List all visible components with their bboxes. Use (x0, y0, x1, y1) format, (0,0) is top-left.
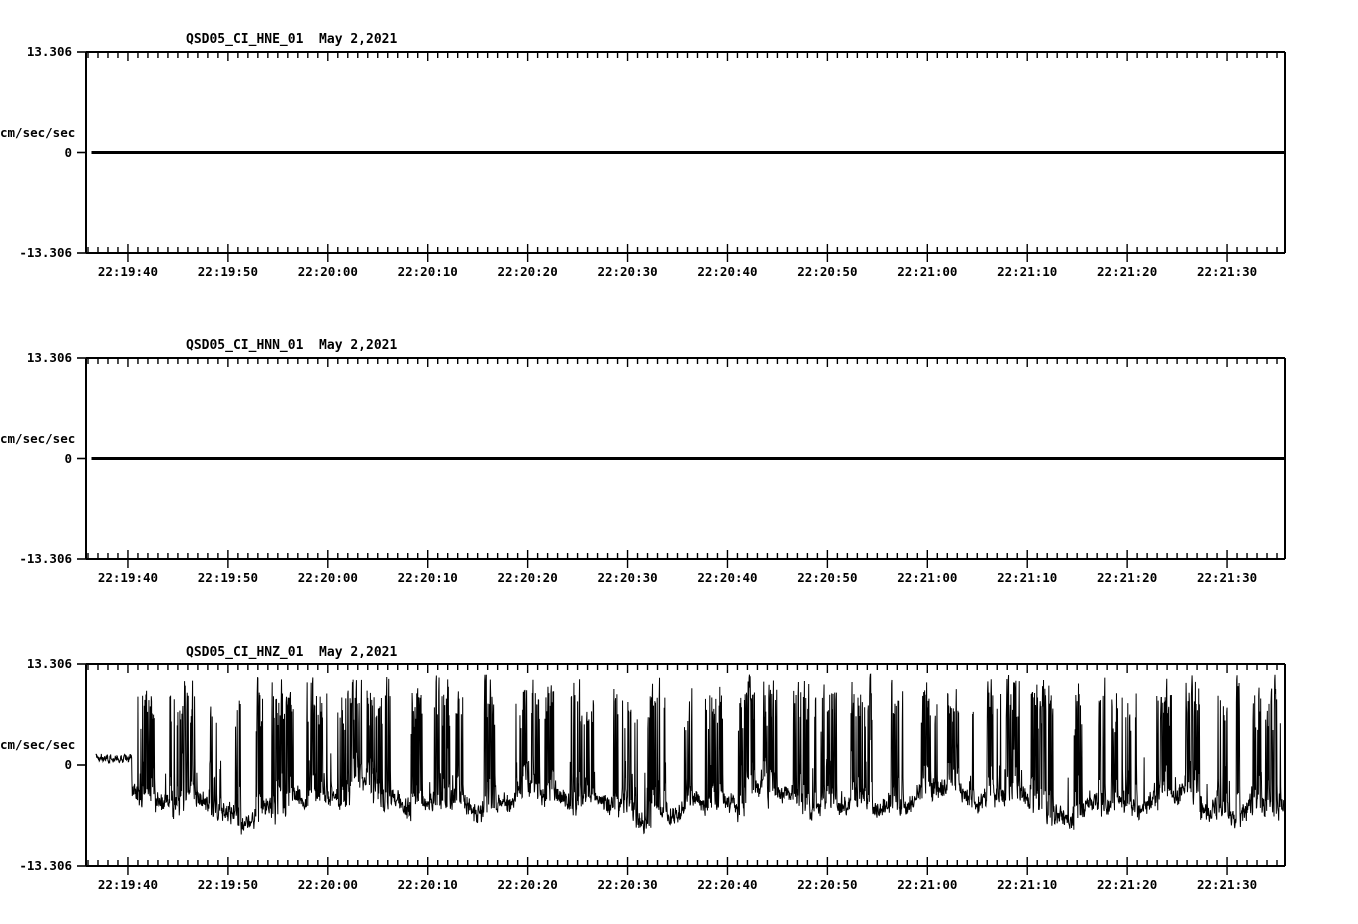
x-tick-label: 22:20:20 (497, 570, 558, 585)
x-tick-label: 22:21:00 (897, 264, 958, 279)
y-axis-unit-label: cm/sec/sec (0, 430, 76, 446)
x-tick-label: 22:20:40 (697, 570, 758, 585)
x-tick-label: 22:20:40 (697, 877, 758, 892)
x-tick-label: 22:20:50 (797, 877, 858, 892)
x-tick-label: 22:19:40 (97, 264, 159, 279)
y-tick-label: 0 (64, 450, 72, 466)
x-tick-label: 22:21:30 (1196, 264, 1258, 279)
panel-title: QSD05_CI_HNE_01 May 2,2021 (186, 32, 398, 47)
x-tick-label: 22:20:20 (497, 877, 558, 892)
x-tick-label: 22:21:20 (1097, 570, 1158, 585)
x-tick-label: 22:20:40 (697, 264, 758, 279)
x-tick-label: 22:21:00 (897, 877, 958, 892)
x-tick-label: 22:21:00 (897, 570, 958, 585)
x-tick-label: 22:20:00 (297, 877, 358, 892)
x-tick-label: 22:20:10 (397, 570, 458, 585)
waveform-trace (95, 673, 1284, 835)
x-tick-label: 22:19:50 (197, 877, 258, 892)
x-tick-label: 22:21:10 (997, 877, 1058, 892)
x-tick-label: 22:20:20 (497, 264, 558, 279)
x-tick-label: 22:20:50 (797, 570, 858, 585)
x-tick-label: 22:21:10 (997, 570, 1058, 585)
y-tick-label: 0 (64, 144, 72, 160)
x-tick-label: 22:20:30 (597, 877, 658, 892)
x-tick-label: 22:20:10 (397, 877, 458, 892)
x-tick-label: 22:19:40 (97, 570, 159, 585)
y-tick-label: -13.306 (19, 858, 72, 873)
y-axis-unit-label: cm/sec/sec (0, 124, 76, 140)
panel-title: QSD05_CI_HNZ_01 May 2,2021 (186, 645, 398, 660)
x-tick-label: 22:20:00 (297, 264, 358, 279)
x-tick-label: 22:20:10 (397, 264, 458, 279)
x-tick-label: 22:21:30 (1196, 570, 1258, 585)
x-tick-label: 22:19:50 (197, 264, 258, 279)
x-tick-label: 22:21:10 (997, 264, 1058, 279)
y-axis-unit-label: cm/sec/sec (0, 737, 76, 752)
x-tick-label: 22:21:20 (1097, 877, 1158, 892)
y-tick-label: 13.306 (26, 350, 72, 365)
panel-title: QSD05_CI_HNN_01 May 2,2021 (186, 338, 398, 353)
y-tick-label: -13.306 (19, 551, 72, 566)
x-tick-label: 22:19:50 (197, 570, 258, 585)
x-tick-label: 22:20:30 (597, 264, 658, 279)
x-tick-label: 22:20:00 (297, 570, 358, 585)
x-tick-label: 22:20:30 (597, 570, 658, 585)
x-tick-label: 22:20:50 (797, 264, 858, 279)
y-tick-label: 0 (64, 757, 72, 772)
x-tick-label: 22:21:30 (1196, 877, 1258, 892)
x-tick-label: 22:19:40 (97, 877, 159, 892)
y-tick-label: 13.306 (26, 656, 72, 671)
y-tick-label: -13.306 (19, 245, 72, 260)
y-tick-label: 13.306 (26, 44, 72, 59)
x-tick-label: 22:21:20 (1097, 264, 1158, 279)
